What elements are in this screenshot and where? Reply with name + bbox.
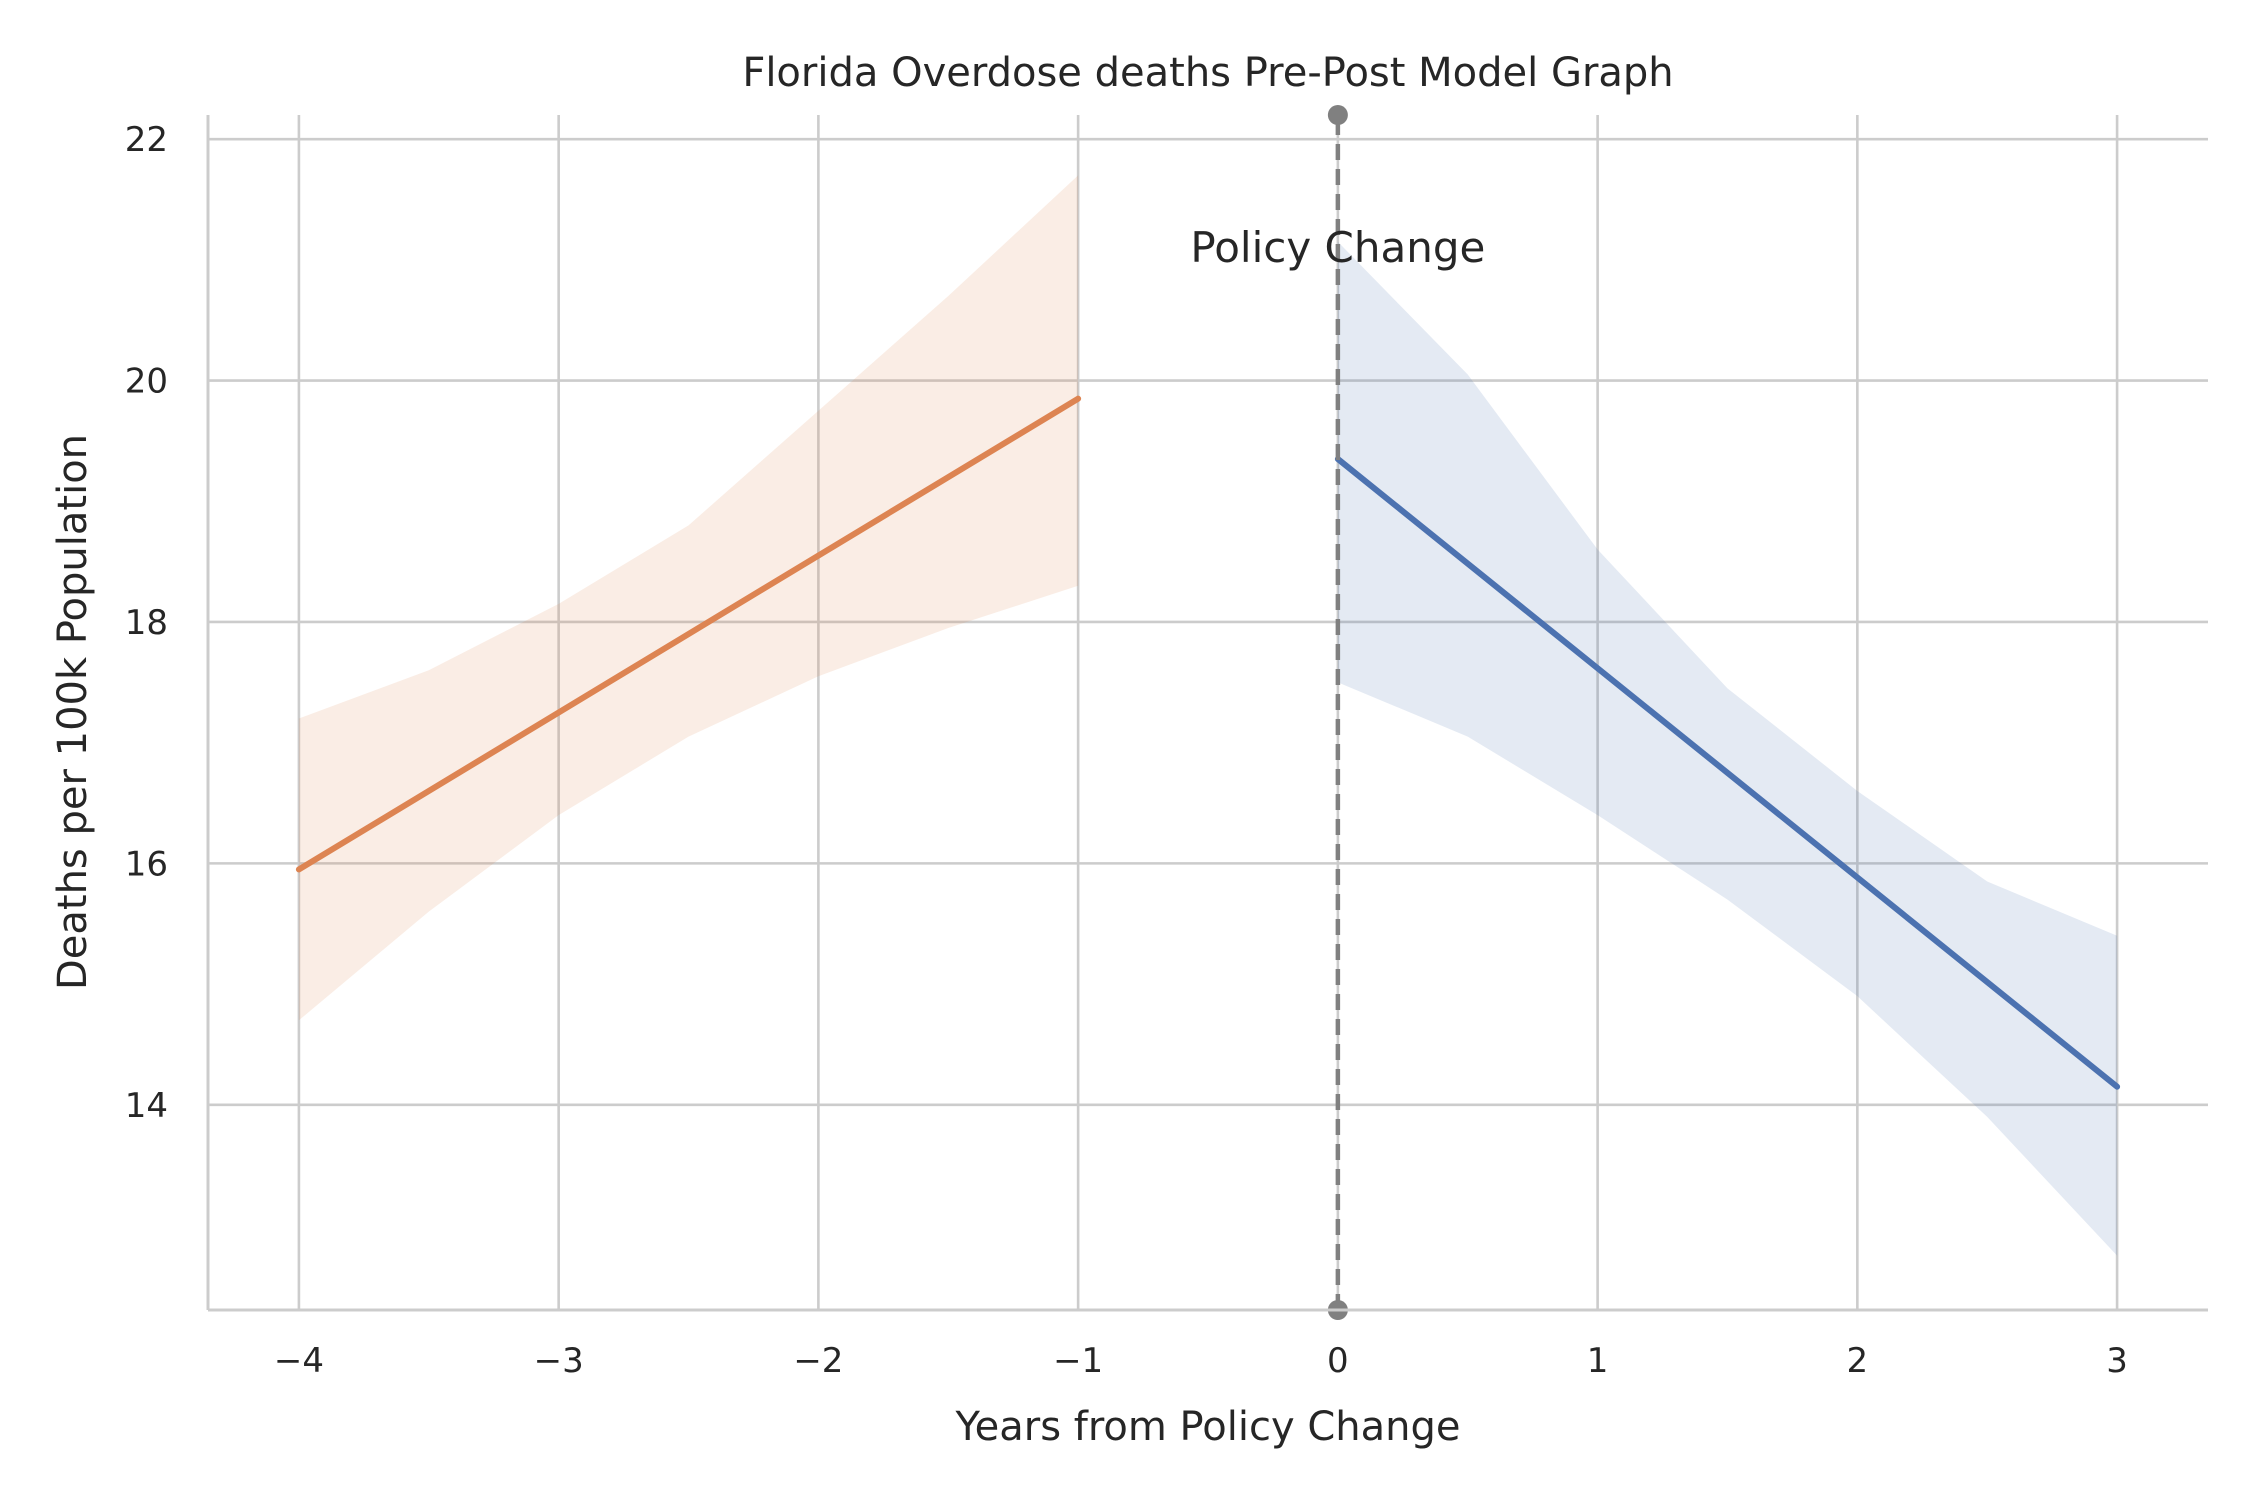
series-line-1	[1334, 456, 2121, 1090]
series-line-0	[295, 395, 1082, 873]
x-tick-label: −2	[793, 1341, 843, 1381]
chart-title: Florida Overdose deaths Pre-Post Model G…	[742, 50, 1673, 96]
y-axis-label: Deaths per 100k Population	[50, 434, 96, 990]
vline-top-marker	[1327, 105, 1348, 125]
y-tick-label: 16	[125, 844, 168, 884]
y-tick-label: 14	[125, 1086, 168, 1126]
series-lines	[295, 395, 2121, 1090]
y-tick-label: 18	[125, 603, 168, 643]
confidence-band-1	[1337, 241, 2118, 1256]
x-tick-label: 1	[1587, 1341, 1609, 1381]
annotations: Policy Change	[1190, 223, 1485, 272]
x-tick-label: −4	[274, 1341, 324, 1381]
y-tick-label: 20	[125, 362, 168, 402]
x-tick-label: −1	[1053, 1341, 1103, 1381]
y-tick-label: 22	[125, 120, 168, 160]
axes-spines	[206, 115, 2208, 1312]
x-tick-label: −3	[534, 1341, 584, 1381]
confidence-band-0	[298, 175, 1079, 1021]
grid	[208, 115, 2208, 1310]
x-tick-label: 3	[2106, 1341, 2128, 1381]
y-tick-labels: 14 16 18 20 22	[125, 120, 168, 1126]
x-axis-label: Years from Policy Change	[955, 1404, 1461, 1450]
x-tick-label: 2	[1847, 1341, 1869, 1381]
x-tick-labels: −4 −3 −2 −1 0 1 2 3	[274, 1341, 2128, 1381]
confidence-bands	[298, 175, 2118, 1256]
policy-change-annotation: Policy Change	[1190, 223, 1485, 272]
x-tick-label: 0	[1327, 1341, 1349, 1381]
